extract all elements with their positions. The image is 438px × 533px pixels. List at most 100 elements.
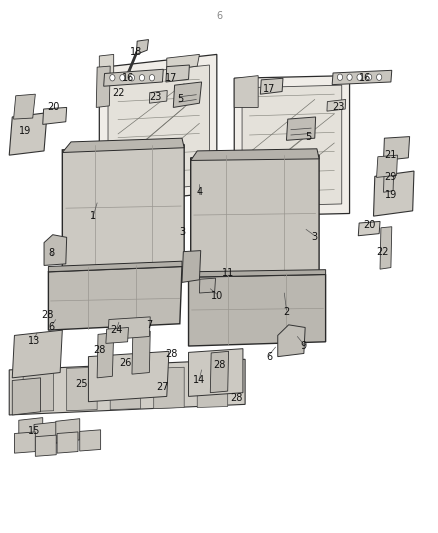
Polygon shape [96,66,110,108]
Polygon shape [106,327,128,343]
Polygon shape [56,419,80,442]
Polygon shape [104,69,163,86]
Text: 20: 20 [363,220,375,230]
Polygon shape [44,235,67,265]
Circle shape [377,74,382,80]
Circle shape [357,74,362,80]
Polygon shape [377,155,397,177]
Text: 16: 16 [121,73,134,83]
Text: 6: 6 [48,322,54,333]
Polygon shape [149,91,167,103]
Polygon shape [57,432,78,453]
Polygon shape [9,359,245,415]
Polygon shape [327,100,346,111]
Polygon shape [166,65,189,82]
Circle shape [149,75,155,81]
Polygon shape [14,94,35,119]
Polygon shape [19,418,43,441]
Text: 22: 22 [376,247,389,257]
Polygon shape [12,330,62,378]
Text: 5: 5 [305,132,311,142]
Polygon shape [154,367,184,409]
Polygon shape [286,117,316,140]
Text: 27: 27 [156,382,169,392]
Text: 15: 15 [28,426,40,436]
Text: 3: 3 [312,232,318,243]
Text: 19: 19 [385,190,397,200]
Text: 5: 5 [177,94,183,104]
Text: 29: 29 [385,172,397,182]
Polygon shape [380,227,392,269]
Text: 28: 28 [41,310,53,320]
Polygon shape [358,221,380,236]
Text: 17: 17 [165,73,177,83]
Polygon shape [108,317,150,340]
Polygon shape [374,171,414,216]
Text: 21: 21 [385,150,397,160]
Text: 24: 24 [110,325,123,335]
Text: 8: 8 [48,248,54,259]
Text: 3: 3 [179,227,185,237]
Polygon shape [110,367,141,410]
Text: 13: 13 [28,336,40,346]
Text: 28: 28 [165,349,177,359]
Circle shape [139,75,145,81]
Circle shape [337,74,343,80]
Circle shape [367,74,372,80]
Polygon shape [188,270,325,277]
Text: 2: 2 [283,306,290,317]
Text: 17: 17 [263,84,275,94]
Text: 9: 9 [301,341,307,351]
Text: 28: 28 [93,345,106,356]
Polygon shape [23,367,53,412]
Text: 19: 19 [19,126,32,136]
Text: 4: 4 [196,187,202,197]
Text: 26: 26 [119,358,131,368]
Text: 14: 14 [193,375,205,385]
Polygon shape [167,54,199,70]
Polygon shape [43,108,67,124]
Polygon shape [278,325,305,357]
Polygon shape [191,149,319,160]
Polygon shape [260,78,283,94]
Text: 16: 16 [359,73,371,83]
Text: 23: 23 [150,92,162,102]
Circle shape [110,75,115,81]
Text: 6: 6 [266,352,272,361]
Polygon shape [62,138,184,152]
Polygon shape [67,367,97,411]
Polygon shape [62,144,184,272]
Polygon shape [210,351,229,393]
Polygon shape [99,54,217,206]
Text: 22: 22 [113,87,125,98]
Polygon shape [191,155,319,277]
Polygon shape [197,367,228,408]
Polygon shape [234,76,350,216]
Polygon shape [34,422,58,446]
Polygon shape [88,351,169,402]
Polygon shape [199,278,215,293]
Polygon shape [188,274,325,346]
Polygon shape [136,39,148,54]
Polygon shape [188,349,243,397]
Polygon shape [99,54,114,86]
Polygon shape [9,113,47,155]
Polygon shape [234,76,258,108]
Text: 10: 10 [211,290,223,301]
Polygon shape [182,251,201,282]
Text: 23: 23 [332,102,345,112]
Text: 1: 1 [90,211,96,221]
Polygon shape [332,70,392,85]
Polygon shape [14,432,35,453]
Text: 28: 28 [213,360,225,369]
Polygon shape [48,266,182,330]
Polygon shape [108,65,209,195]
Circle shape [120,75,125,81]
Polygon shape [384,136,410,160]
Text: 7: 7 [146,320,152,330]
Text: 11: 11 [222,268,234,278]
Text: 18: 18 [130,47,142,56]
Polygon shape [80,430,101,451]
Text: 20: 20 [47,102,60,112]
Polygon shape [12,378,41,415]
